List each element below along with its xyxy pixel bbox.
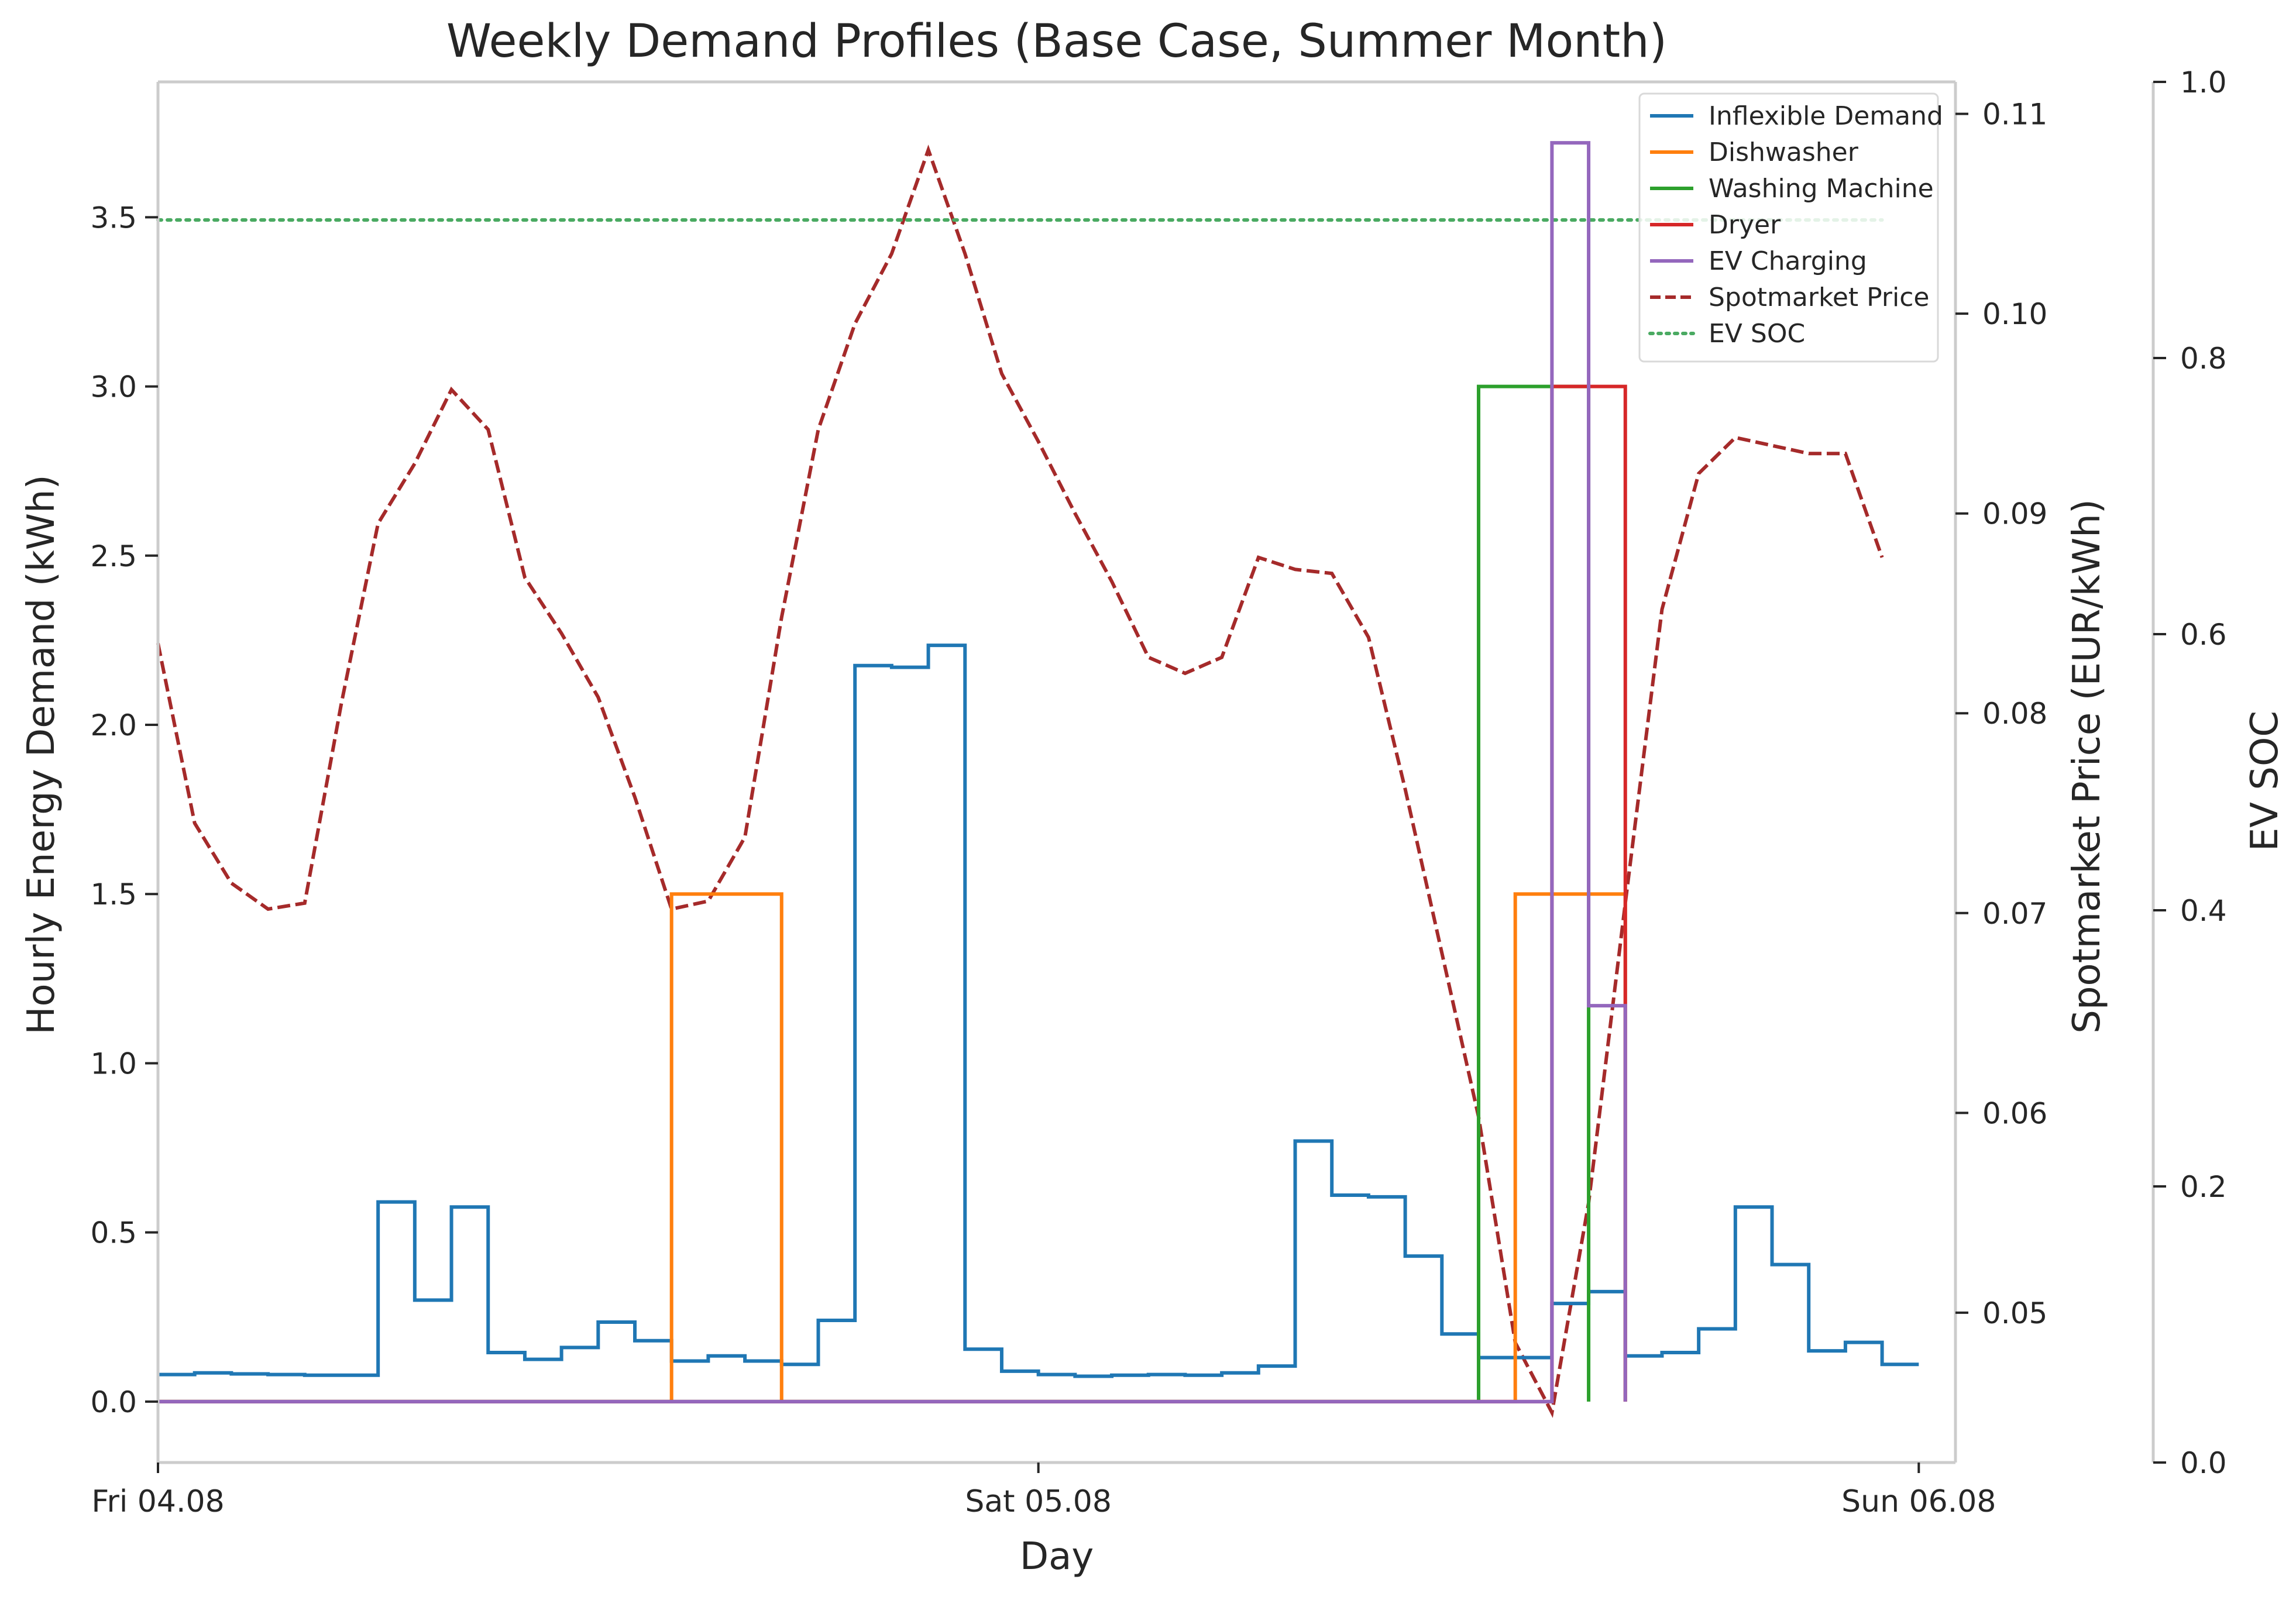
y-tick-label: 3.0 bbox=[90, 370, 137, 404]
chart-title: Weekly Demand Profiles (Base Case, Summe… bbox=[446, 15, 1667, 68]
y3-tick-label: 0.8 bbox=[2180, 342, 2227, 376]
y2-tick-label: 0.07 bbox=[1982, 897, 2047, 931]
series-line-spotmarket-price bbox=[156, 144, 1884, 1418]
x-tick-label: Sun 06.08 bbox=[1841, 1484, 1996, 1519]
legend-label: EV Charging bbox=[1709, 246, 1867, 276]
y2-tick-label: 0.11 bbox=[1982, 98, 2047, 132]
y2-tick-label: 0.06 bbox=[1982, 1096, 2047, 1130]
y3-axis-label: EV SOC bbox=[2243, 711, 2287, 851]
y2-tick-label: 0.08 bbox=[1982, 697, 2047, 731]
y-tick-label: 1.5 bbox=[90, 878, 137, 911]
x-tick-label: Fri 04.08 bbox=[91, 1484, 224, 1519]
y2-tick-label: 0.05 bbox=[1982, 1296, 2047, 1330]
legend-label: Washing Machine bbox=[1709, 174, 1934, 204]
plot-layer bbox=[156, 141, 1919, 1418]
y2-tick-label: 0.10 bbox=[1982, 297, 2047, 331]
legend-label: Inflexible Demand bbox=[1709, 101, 1943, 131]
legend-label: Spotmarket Price bbox=[1709, 283, 1930, 312]
y3-tick-label: 0.2 bbox=[2180, 1170, 2227, 1204]
y3-tick-label: 1.0 bbox=[2180, 66, 2227, 99]
y-tick-label: 3.5 bbox=[90, 201, 137, 235]
y-tick-label: 1.0 bbox=[90, 1047, 137, 1081]
y-tick-label: 2.5 bbox=[90, 539, 137, 573]
axes-layer: 0.0 0.5 1.0 1.5 2.0 2.5 3.0 3.5 0.05 0.06 0.07 0.08… bbox=[90, 66, 2226, 1519]
y-tick-label: 2.0 bbox=[90, 708, 137, 742]
y-tick-label: 0.5 bbox=[90, 1216, 137, 1250]
series-line-ev-charging bbox=[158, 141, 1627, 1403]
y2-tick-label: 0.09 bbox=[1982, 497, 2047, 531]
x-tick-label: Sat 05.08 bbox=[965, 1484, 1112, 1519]
x-axis-label: Day bbox=[1020, 1535, 1094, 1578]
y2-axis-label: Spotmarket Price (EUR/kWh) bbox=[2065, 499, 2109, 1034]
y3-tick-label: 0.4 bbox=[2180, 894, 2227, 928]
legend-label: Dishwasher bbox=[1709, 137, 1859, 167]
y-tick-label: 0.0 bbox=[90, 1385, 137, 1419]
legend: Inflexible Demand Dishwasher Washing Machi… bbox=[1638, 92, 1943, 363]
legend-box bbox=[1638, 92, 1939, 363]
legend-label: EV SOC bbox=[1709, 319, 1805, 349]
legend-label: Dryer bbox=[1709, 210, 1781, 240]
y-axis-label: Hourly Energy Demand (kWh) bbox=[20, 474, 63, 1034]
y3-tick-label: 0.0 bbox=[2180, 1446, 2227, 1480]
y3-tick-label: 0.6 bbox=[2180, 618, 2227, 652]
